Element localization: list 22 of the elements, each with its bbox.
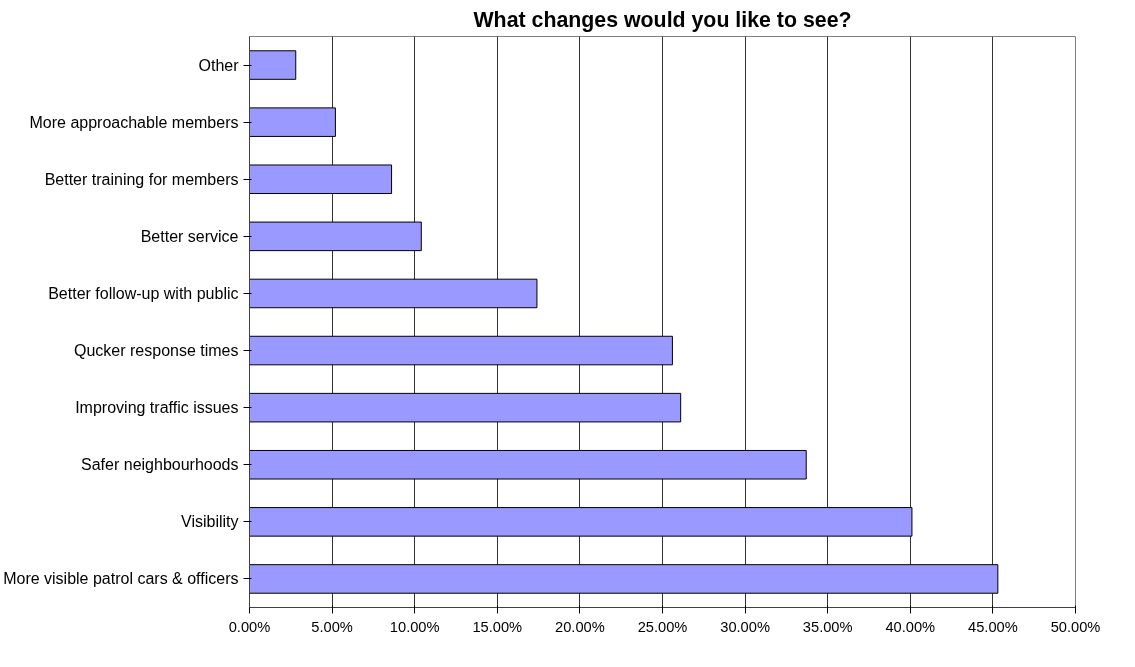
x-tick-label: 10.00% xyxy=(389,618,440,635)
x-tick-label: 30.00% xyxy=(720,618,770,635)
y-tick-label: Visibility xyxy=(181,513,239,531)
y-tick-label: More approachable members xyxy=(29,113,239,131)
y-tick-label: Better follow-up with public xyxy=(48,284,239,302)
y-tick-label: More visible patrol cars & officers xyxy=(3,570,239,588)
y-tick-label: Safer neighbourhoods xyxy=(81,456,239,474)
x-tick-label: 40.00% xyxy=(885,618,936,635)
x-tick-label: 20.00% xyxy=(555,618,605,635)
y-tick-label: Qucker response times xyxy=(73,342,239,360)
x-tick-label: 15.00% xyxy=(472,618,523,635)
x-tick-label: 35.00% xyxy=(802,618,853,635)
x-tick-label: 45.00% xyxy=(968,618,1018,635)
x-tick-label: 0.00% xyxy=(228,618,271,635)
y-tick-label: Other xyxy=(198,56,240,74)
y-tick-label: Better service xyxy=(140,227,239,245)
chart-title: What changes would you like to see? xyxy=(473,7,852,32)
y-tick-label: Improving traffic issues xyxy=(75,399,239,417)
y-tick-label: Better training for members xyxy=(44,170,239,188)
x-tick-label: 5.00% xyxy=(311,618,353,635)
x-tick-label: 50.00% xyxy=(1050,618,1101,635)
x-tick-label: 25.00% xyxy=(637,618,688,635)
